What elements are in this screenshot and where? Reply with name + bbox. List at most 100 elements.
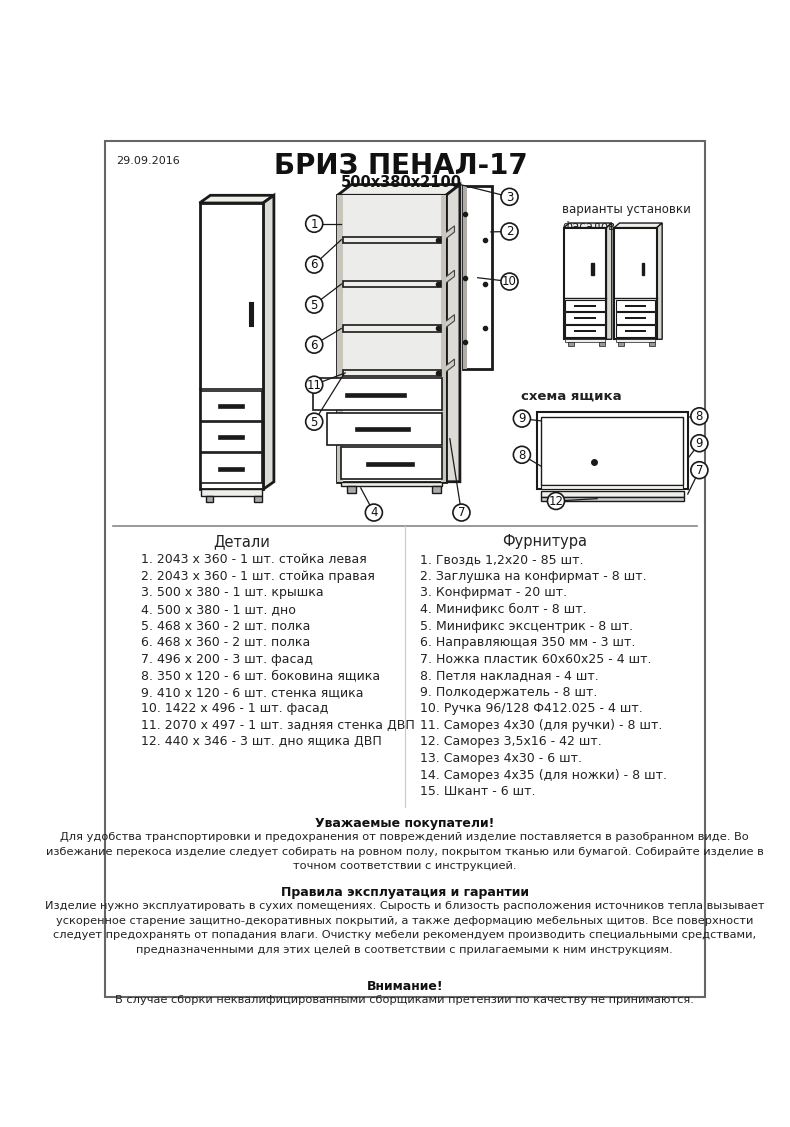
Text: варианты установки
фасадов: варианты установки фасадов — [562, 203, 691, 233]
Bar — [641, 264, 644, 275]
Text: Детали: Детали — [213, 534, 270, 549]
Bar — [343, 237, 441, 242]
Text: Правила эксплуатация и гарантии: Правила эксплуатация и гарантии — [281, 886, 529, 899]
Circle shape — [501, 273, 518, 290]
Bar — [541, 417, 683, 485]
Bar — [219, 436, 244, 440]
Polygon shape — [200, 195, 274, 203]
Text: 3: 3 — [506, 190, 514, 204]
Bar — [574, 318, 596, 319]
Text: 500х380х2100: 500х380х2100 — [340, 176, 461, 190]
Polygon shape — [656, 223, 662, 339]
Circle shape — [453, 504, 470, 521]
Bar — [566, 300, 605, 311]
Text: 4: 4 — [371, 506, 378, 520]
Bar — [337, 195, 446, 481]
Text: 29.09.2016: 29.09.2016 — [116, 156, 179, 166]
Bar — [205, 496, 213, 502]
Bar — [314, 379, 442, 410]
Text: 2. 2043 х 360 - 1 шт. стойка правая: 2. 2043 х 360 - 1 шт. стойка правая — [141, 570, 375, 583]
Bar — [615, 339, 655, 343]
Bar — [356, 428, 410, 432]
Circle shape — [514, 410, 530, 427]
Text: 4. Минификс болт - 8 шт.: 4. Минификс болт - 8 шт. — [420, 603, 587, 616]
Text: 8: 8 — [696, 410, 703, 423]
Circle shape — [365, 504, 382, 521]
Polygon shape — [441, 270, 454, 287]
Text: Для удобства транспортировки и предохранения от повреждений изделие поставляется: Для удобства транспортировки и предохран… — [46, 832, 764, 871]
Polygon shape — [446, 185, 460, 481]
Text: 10: 10 — [502, 275, 517, 289]
Bar — [341, 481, 442, 487]
Bar — [441, 195, 446, 481]
Text: 6. 468 х 360 - 2 шт. полка: 6. 468 х 360 - 2 шт. полка — [141, 636, 310, 649]
Bar — [463, 186, 492, 370]
Polygon shape — [441, 360, 454, 376]
Bar — [618, 343, 624, 346]
Bar — [200, 203, 263, 489]
Bar — [599, 343, 605, 346]
Bar — [345, 393, 406, 397]
Text: 13. Саморез 4х30 - 6 шт.: 13. Саморез 4х30 - 6 шт. — [420, 752, 582, 765]
Text: 12. Саморез 3,5х16 - 42 шт.: 12. Саморез 3,5х16 - 42 шт. — [420, 736, 602, 748]
Text: 1: 1 — [310, 218, 318, 231]
Bar — [568, 343, 574, 346]
Bar — [254, 496, 261, 502]
Text: 10. 1422 х 496 - 1 шт. фасад: 10. 1422 х 496 - 1 шт. фасад — [141, 702, 329, 716]
Circle shape — [306, 376, 323, 393]
Bar — [250, 303, 253, 326]
Bar — [347, 487, 356, 494]
Circle shape — [306, 256, 323, 273]
Circle shape — [514, 446, 530, 463]
Circle shape — [306, 296, 323, 313]
Polygon shape — [337, 185, 460, 195]
Circle shape — [306, 336, 323, 353]
Text: Фурнитура: Фурнитура — [502, 534, 587, 549]
Bar — [327, 412, 442, 445]
Circle shape — [690, 462, 708, 479]
Text: 6: 6 — [310, 258, 318, 272]
Bar — [219, 405, 244, 408]
Text: 2: 2 — [506, 225, 514, 239]
Bar — [337, 195, 343, 481]
Bar — [625, 304, 646, 307]
Text: 6. Направляющая 350 мм - 3 шт.: 6. Направляющая 350 мм - 3 шт. — [420, 636, 636, 649]
Bar — [540, 491, 684, 497]
Bar — [592, 264, 594, 275]
Text: 3. Конфирмат - 20 шт.: 3. Конфирмат - 20 шт. — [420, 586, 567, 600]
Polygon shape — [263, 195, 274, 489]
Bar — [566, 312, 605, 325]
Bar — [615, 312, 655, 325]
Text: 5: 5 — [310, 299, 318, 311]
Text: 5. 468 х 360 - 2 шт. полка: 5. 468 х 360 - 2 шт. полка — [141, 620, 310, 632]
Text: 8. Петля накладная - 4 шт.: 8. Петля накладная - 4 шт. — [420, 669, 599, 682]
Bar — [564, 228, 607, 339]
Bar — [367, 462, 414, 465]
Bar — [574, 330, 596, 332]
Polygon shape — [441, 314, 454, 331]
Bar — [625, 330, 646, 332]
Polygon shape — [564, 223, 611, 228]
Text: Изделие нужно эксплуатировать в сухих помещениях. Сырость и близость расположени: Изделие нужно эксплуатировать в сухих по… — [45, 902, 765, 955]
Bar — [463, 186, 467, 370]
Circle shape — [547, 492, 565, 509]
Bar — [566, 325, 605, 337]
Text: схема ящика: схема ящика — [521, 389, 622, 402]
Bar — [615, 325, 655, 337]
Text: 1. 2043 х 360 - 1 шт. стойка левая: 1. 2043 х 360 - 1 шт. стойка левая — [141, 553, 367, 567]
Bar — [540, 497, 684, 502]
Text: 7: 7 — [457, 506, 465, 520]
Text: 10. Ручка 96/128 Ф412.025 - 4 шт.: 10. Ручка 96/128 Ф412.025 - 4 шт. — [420, 702, 643, 716]
Text: 15. Шкант - 6 шт.: 15. Шкант - 6 шт. — [420, 786, 536, 798]
Text: 11. 2070 х 497 - 1 шт. задняя стенка ДВП: 11. 2070 х 497 - 1 шт. задняя стенка ДВП — [141, 719, 415, 731]
Text: 9. Полкодержатель - 8 шт.: 9. Полкодержатель - 8 шт. — [420, 686, 598, 699]
Bar — [201, 391, 261, 420]
Bar — [343, 370, 441, 376]
Bar — [341, 447, 442, 479]
Text: В случае сборки неквалифицированными сборщиками претензии по качеству не принима: В случае сборки неквалифицированными сбо… — [115, 995, 694, 1005]
Text: 6: 6 — [310, 338, 318, 352]
Text: 7. Ножка пластик 60х60х25 - 4 шт.: 7. Ножка пластик 60х60х25 - 4 шт. — [420, 653, 652, 666]
Polygon shape — [614, 223, 662, 228]
Text: БРИЗ ПЕНАЛ-17: БРИЗ ПЕНАЛ-17 — [274, 152, 528, 180]
Text: 9. 410 х 120 - 6 шт. стенка ящика: 9. 410 х 120 - 6 шт. стенка ящика — [141, 686, 364, 699]
